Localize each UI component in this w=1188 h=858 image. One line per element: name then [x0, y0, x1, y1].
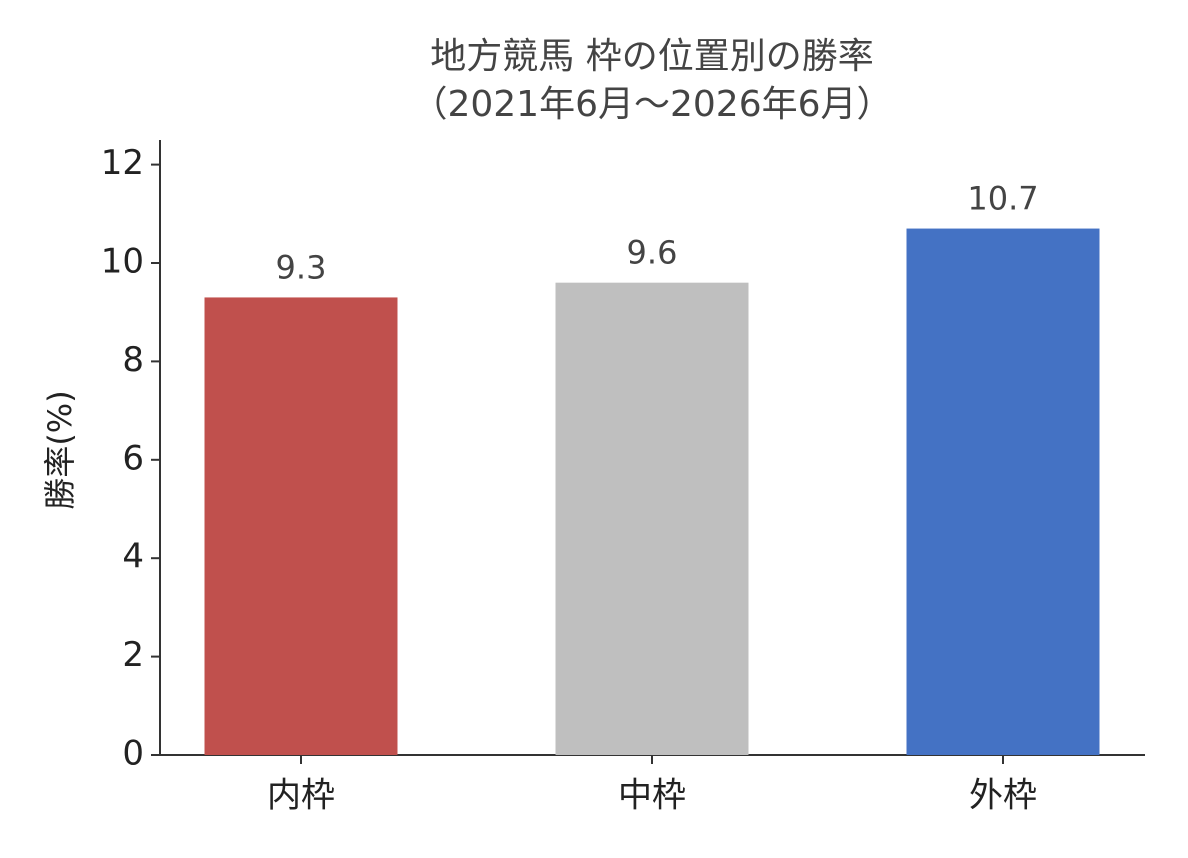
data-label: 9.3 — [276, 248, 327, 286]
y-tick-label: 6 — [122, 438, 144, 478]
x-tick-label: 中枠 — [618, 776, 686, 816]
y-tick-label: 8 — [122, 340, 144, 380]
y-tick-label: 10 — [101, 242, 144, 282]
data-label: 10.7 — [967, 180, 1038, 218]
bar — [555, 282, 749, 755]
x-tick-label: 外枠 — [969, 776, 1037, 816]
chart-subtitle: （2021年6月～2026年6月） — [411, 84, 892, 125]
data-label: 9.6 — [627, 234, 678, 272]
y-axis-label: 勝率(%) — [41, 390, 79, 509]
x-tick-label: 内枠 — [267, 776, 335, 816]
y-tick-label: 4 — [122, 537, 144, 577]
y-tick-label: 2 — [122, 635, 144, 675]
bar — [906, 228, 1100, 755]
chart-title: 地方競馬 枠の位置別の勝率 — [430, 36, 873, 77]
y-tick-label: 0 — [122, 734, 144, 774]
bar — [204, 297, 398, 755]
y-tick-label: 12 — [101, 143, 144, 183]
